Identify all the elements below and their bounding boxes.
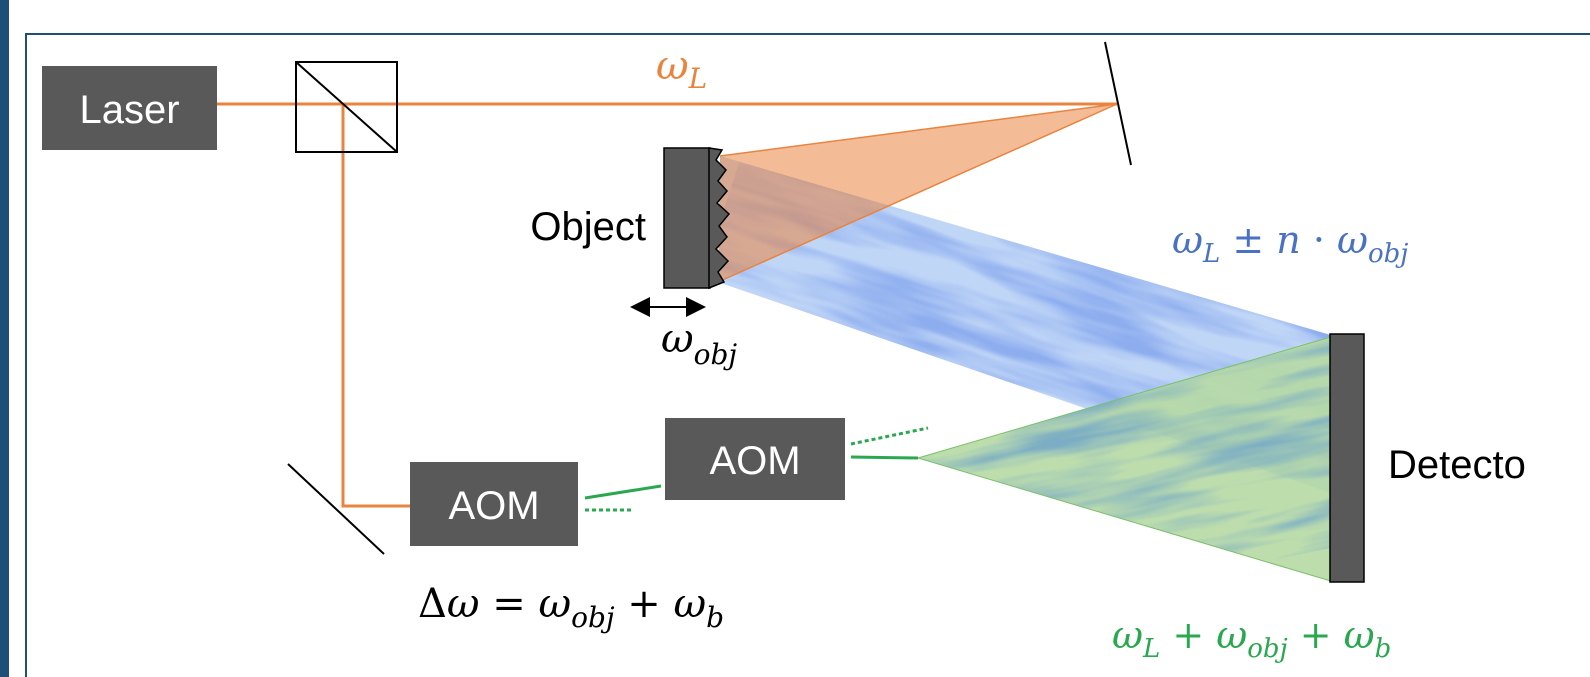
delta-omega-label: Δω = ωobj + ωb: [418, 581, 724, 634]
left-frame-bar: [0, 0, 9, 677]
beam-splitter: [295, 61, 398, 153]
aom-2-label: AOM: [709, 439, 800, 483]
scattered-frequency-label: ωL ± n · ωobj: [1172, 218, 1408, 269]
laser-box: [42, 66, 217, 150]
object-rough-surface: [708, 147, 731, 290]
illumination-edge-bottom: [717, 103, 1118, 283]
omega-L-label: ωL: [656, 43, 707, 95]
detector-plate: [1329, 333, 1365, 583]
beam-splitter-diagonal: [295, 61, 398, 153]
aom-2-first-order: [850, 455, 919, 460]
laser-beam-reference-path: [341, 104, 412, 508]
aom-1-box: [410, 462, 578, 546]
mirror-top-right: [1104, 41, 1132, 166]
reference-frequency-label: ωL + ωobj + ωb: [1112, 613, 1391, 664]
object-label: Object: [530, 205, 646, 249]
aom-1-first-order: [584, 484, 662, 500]
mirror-bottom-left: [287, 463, 385, 555]
laser-label: Laser: [79, 88, 179, 132]
illumination-edge-top: [719, 103, 1118, 157]
inner-border: [25, 33, 1590, 677]
omega-obj-label: ωobj: [661, 316, 737, 371]
detector-label: Detecto: [1388, 443, 1526, 487]
aom-2-zero-order: [850, 426, 929, 446]
object-body: [663, 147, 711, 289]
aom-2-box: [665, 418, 845, 500]
aom-1-label: AOM: [448, 484, 539, 528]
